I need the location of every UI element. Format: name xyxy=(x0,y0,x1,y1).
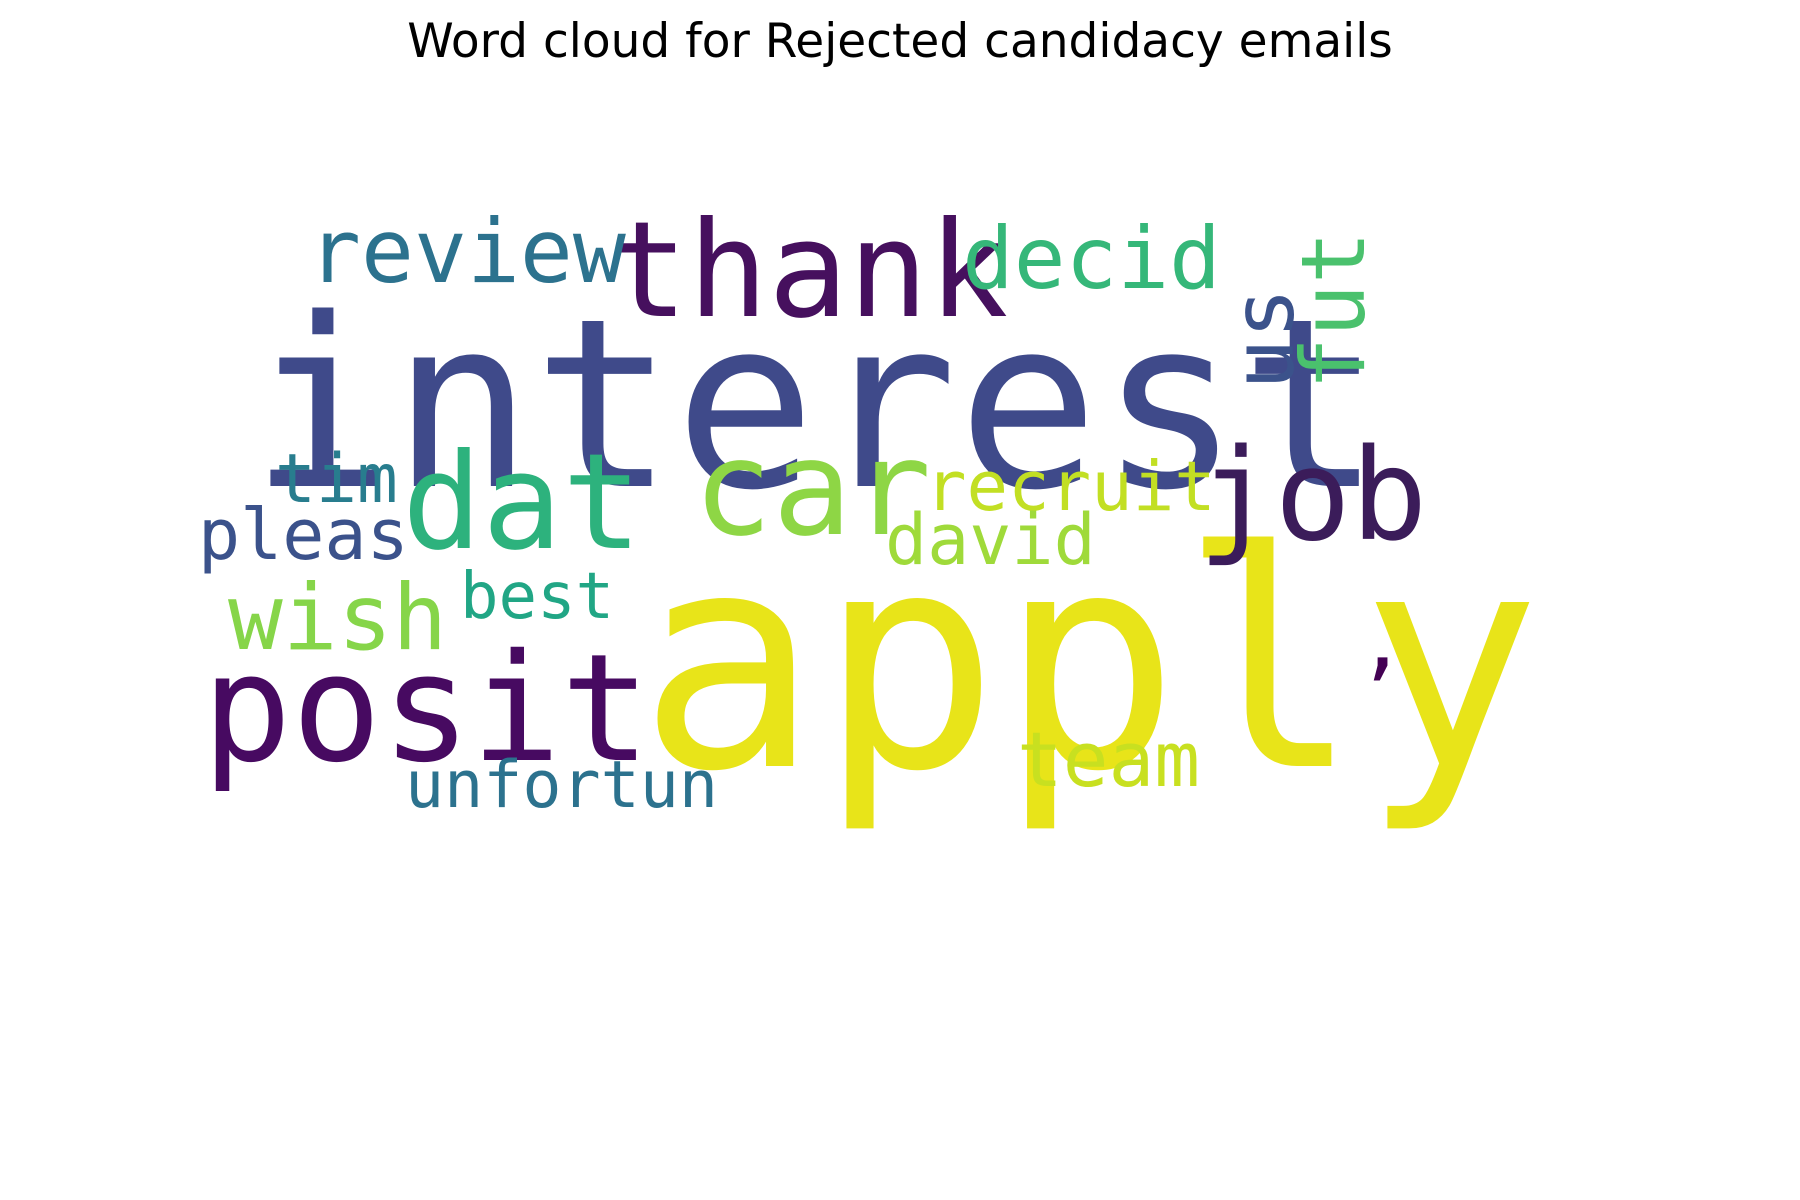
word-apply: apply xyxy=(638,488,1542,837)
word-david: david xyxy=(885,499,1096,581)
word-team: team xyxy=(1017,715,1201,804)
word-fut: fut xyxy=(1282,231,1385,390)
word-comma: , xyxy=(1358,595,1407,688)
word-thank: thank xyxy=(608,194,1009,348)
chart-title: Word cloud for Rejected candidacy emails xyxy=(407,14,1393,69)
word-job: job xyxy=(1198,421,1428,569)
word-interest: interest xyxy=(250,269,1382,542)
word-posit: posit xyxy=(202,623,651,796)
word-wish: wish xyxy=(228,566,448,671)
word-car: car xyxy=(693,412,932,566)
word-decid: decid xyxy=(962,209,1221,309)
word-tim: tim xyxy=(275,440,398,519)
word-best: best xyxy=(460,560,615,634)
word-unfortun: unfortun xyxy=(405,748,719,823)
word-recruit: recruit xyxy=(925,447,1216,527)
word-review: review xyxy=(308,200,626,303)
word-dat: dat xyxy=(402,426,643,580)
word-pleas: pleas xyxy=(198,494,409,576)
